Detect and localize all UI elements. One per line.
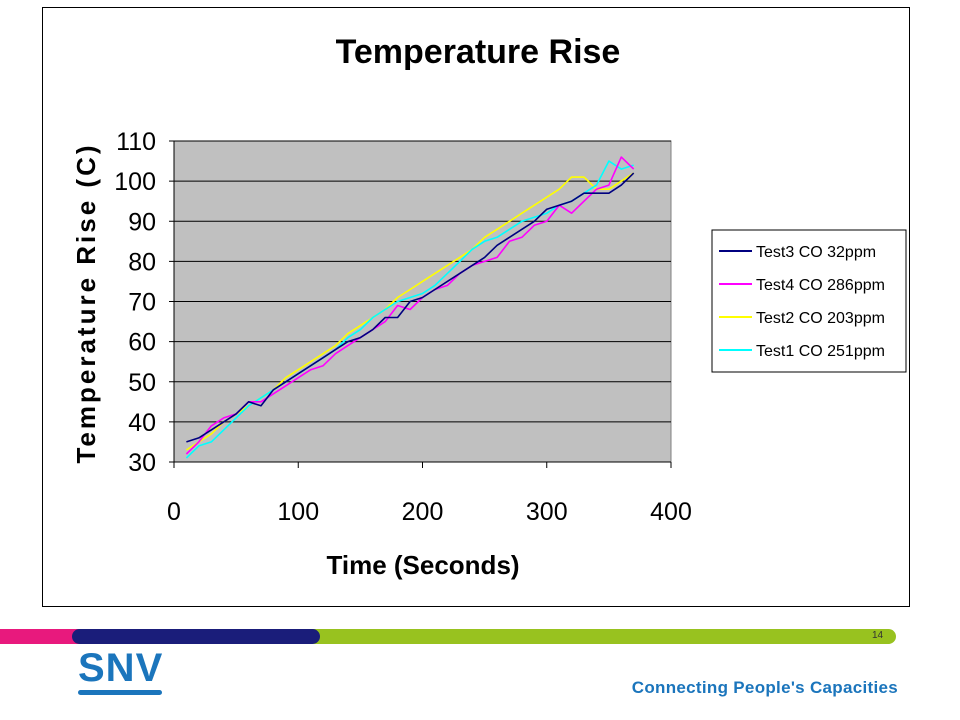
- x-tick-label: 0: [167, 498, 181, 526]
- series-line-test3-co-32ppm: [186, 172, 635, 443]
- x-tick-label: 200: [402, 498, 444, 526]
- y-axis-title: Temperature Rise (C): [71, 142, 101, 463]
- legend: Test3 CO 32ppm Test4 CO 286ppm Test2 CO 20…: [711, 229, 907, 373]
- x-tick-label: 400: [650, 498, 692, 526]
- y-tick-label: 50: [128, 369, 156, 397]
- logo-text: SNV: [78, 646, 164, 690]
- y-tick-label: 110: [116, 128, 156, 156]
- legend-box: [711, 229, 907, 373]
- x-tick-label: 100: [277, 498, 319, 526]
- x-tick-label: 300: [526, 498, 568, 526]
- footer-bar-navy: [72, 629, 320, 644]
- legend-label: Test2 CO 203ppm: [756, 310, 885, 327]
- temperature-rise-chart: Temperature Rise 30 40 50 60 70 80 90 100 110 0 10…: [71, 33, 907, 580]
- y-tick-label: 40: [128, 409, 156, 437]
- legend-label: Test1 CO 251ppm: [756, 343, 885, 360]
- legend-label: Test3 CO 32ppm: [756, 244, 876, 261]
- y-tick-label: 80: [128, 248, 156, 276]
- footer-bar-green: [300, 629, 896, 644]
- y-tick-label: 70: [128, 289, 156, 317]
- tagline: Connecting People's Capacities: [631, 678, 898, 697]
- y-tick-label: 60: [128, 329, 156, 357]
- y-tick-label: 100: [114, 168, 156, 196]
- page-number: 14: [872, 630, 884, 641]
- chart-title: Temperature Rise: [336, 33, 621, 71]
- chart-frame: Temperature Rise 30 40 50 60 70 80 90 100 110 0 10…: [42, 7, 910, 607]
- y-tick-label: 90: [128, 208, 156, 236]
- plot-area: 30 40 50 60 70 80 90 100 110 0 100 200 300 400: [114, 128, 692, 526]
- legend-label: Test4 CO 286ppm: [756, 277, 885, 294]
- logo-underline: [78, 690, 162, 695]
- y-tick-label: 30: [128, 449, 156, 477]
- snv-logo: SNV: [78, 648, 168, 698]
- footer-color-bar: [0, 629, 960, 644]
- x-axis-title: Time (Seconds): [326, 550, 519, 580]
